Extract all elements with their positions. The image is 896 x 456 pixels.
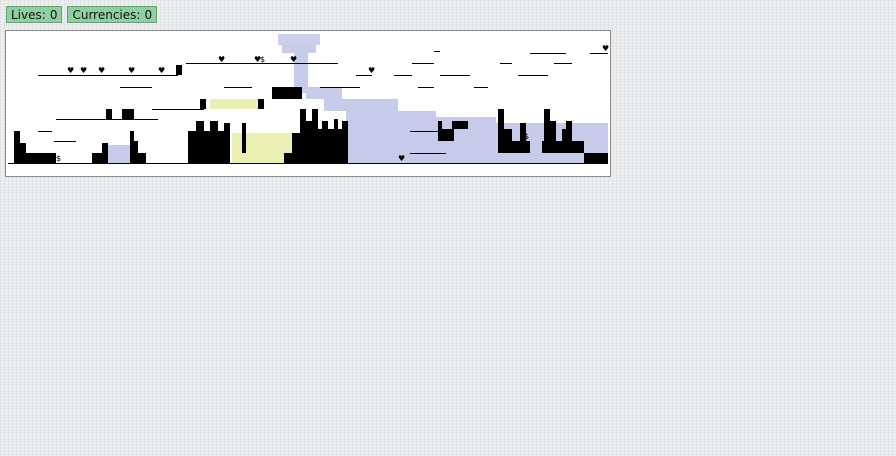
ledge bbox=[56, 119, 158, 120]
heart-icon[interactable]: ♥ bbox=[67, 66, 74, 75]
terrain bbox=[14, 65, 608, 163]
lives-counter: Lives: 0 bbox=[6, 6, 63, 23]
ledge bbox=[410, 131, 440, 132]
terrain-mass-center bbox=[284, 109, 348, 163]
ledge bbox=[500, 63, 512, 64]
block bbox=[102, 143, 108, 163]
block bbox=[584, 153, 608, 163]
water-band bbox=[306, 87, 342, 99]
ledge bbox=[38, 75, 178, 76]
ledges bbox=[8, 51, 608, 164]
heart-icon[interactable]: ♥ bbox=[80, 66, 87, 75]
sand-upper bbox=[210, 99, 258, 109]
ledge bbox=[224, 87, 252, 88]
ledge bbox=[394, 75, 412, 76]
water-top-column bbox=[282, 45, 316, 53]
water-band bbox=[324, 99, 398, 111]
heart-icon[interactable]: ♥ bbox=[290, 55, 297, 64]
wall bbox=[176, 65, 182, 75]
heart-icon[interactable]: ♥ bbox=[98, 66, 105, 75]
ledge bbox=[440, 75, 470, 76]
ledge bbox=[590, 53, 608, 54]
ledge bbox=[412, 63, 434, 64]
ledge bbox=[418, 87, 434, 88]
ledge bbox=[8, 163, 608, 164]
terrain-left bbox=[14, 131, 56, 163]
ledge bbox=[38, 131, 52, 132]
heart-icon[interactable]: ♥ bbox=[254, 55, 261, 64]
currency-icon[interactable]: $ bbox=[260, 55, 265, 64]
currency-icon[interactable]: $ bbox=[56, 154, 61, 163]
ledge bbox=[530, 53, 566, 54]
heart-icon[interactable]: ♥ bbox=[128, 66, 135, 75]
hud: Lives: 0 Currencies: 0 bbox=[6, 6, 158, 23]
ledge bbox=[320, 87, 360, 88]
heart-icon[interactable]: ♥ bbox=[368, 66, 375, 75]
lives-value: 0 bbox=[49, 7, 58, 22]
currencies-label: Currencies: bbox=[72, 7, 141, 22]
terrain-tower bbox=[188, 121, 230, 163]
block bbox=[200, 99, 206, 109]
pillar bbox=[242, 123, 246, 153]
ledge bbox=[54, 141, 76, 142]
currencies-value: 0 bbox=[144, 7, 153, 22]
ledge bbox=[434, 51, 440, 52]
ledge bbox=[410, 153, 446, 154]
terrain-right-spikes bbox=[498, 109, 584, 153]
heart-icon[interactable]: ♥ bbox=[158, 66, 165, 75]
block bbox=[122, 109, 134, 119]
heart-icon[interactable]: ♥ bbox=[218, 55, 225, 64]
terrain-spikes-left bbox=[130, 131, 146, 163]
block bbox=[92, 153, 102, 163]
currencies-counter: Currencies: 0 bbox=[67, 6, 158, 23]
ledge bbox=[474, 87, 488, 88]
ledge bbox=[186, 63, 338, 64]
game-level: ♥ ♥ ♥ ♥ ♥ ♥ ♥ $ ♥ ♥ ♥ $ $ ♥ bbox=[8, 34, 609, 164]
water-pool-left bbox=[102, 145, 132, 163]
terrain-right-step bbox=[438, 121, 468, 141]
heart-icon[interactable]: ♥ bbox=[398, 154, 405, 163]
pickups: ♥ ♥ ♥ ♥ ♥ ♥ ♥ $ ♥ ♥ ♥ $ $ ♥ bbox=[56, 44, 609, 163]
block bbox=[258, 99, 264, 109]
ledge bbox=[120, 87, 152, 88]
ledge bbox=[356, 75, 372, 76]
lives-label: Lives: bbox=[11, 7, 46, 22]
ledge bbox=[152, 109, 204, 110]
block bbox=[106, 109, 112, 119]
water-top-column bbox=[278, 34, 320, 45]
ledge bbox=[554, 63, 572, 64]
heart-icon[interactable]: ♥ bbox=[602, 44, 609, 53]
ledge bbox=[518, 75, 548, 76]
block bbox=[272, 87, 302, 99]
water-band bbox=[346, 111, 436, 123]
currency-icon[interactable]: $ bbox=[524, 132, 529, 141]
game-canvas[interactable]: ♥ ♥ ♥ ♥ ♥ ♥ ♥ $ ♥ ♥ ♥ $ $ ♥ bbox=[5, 30, 611, 177]
